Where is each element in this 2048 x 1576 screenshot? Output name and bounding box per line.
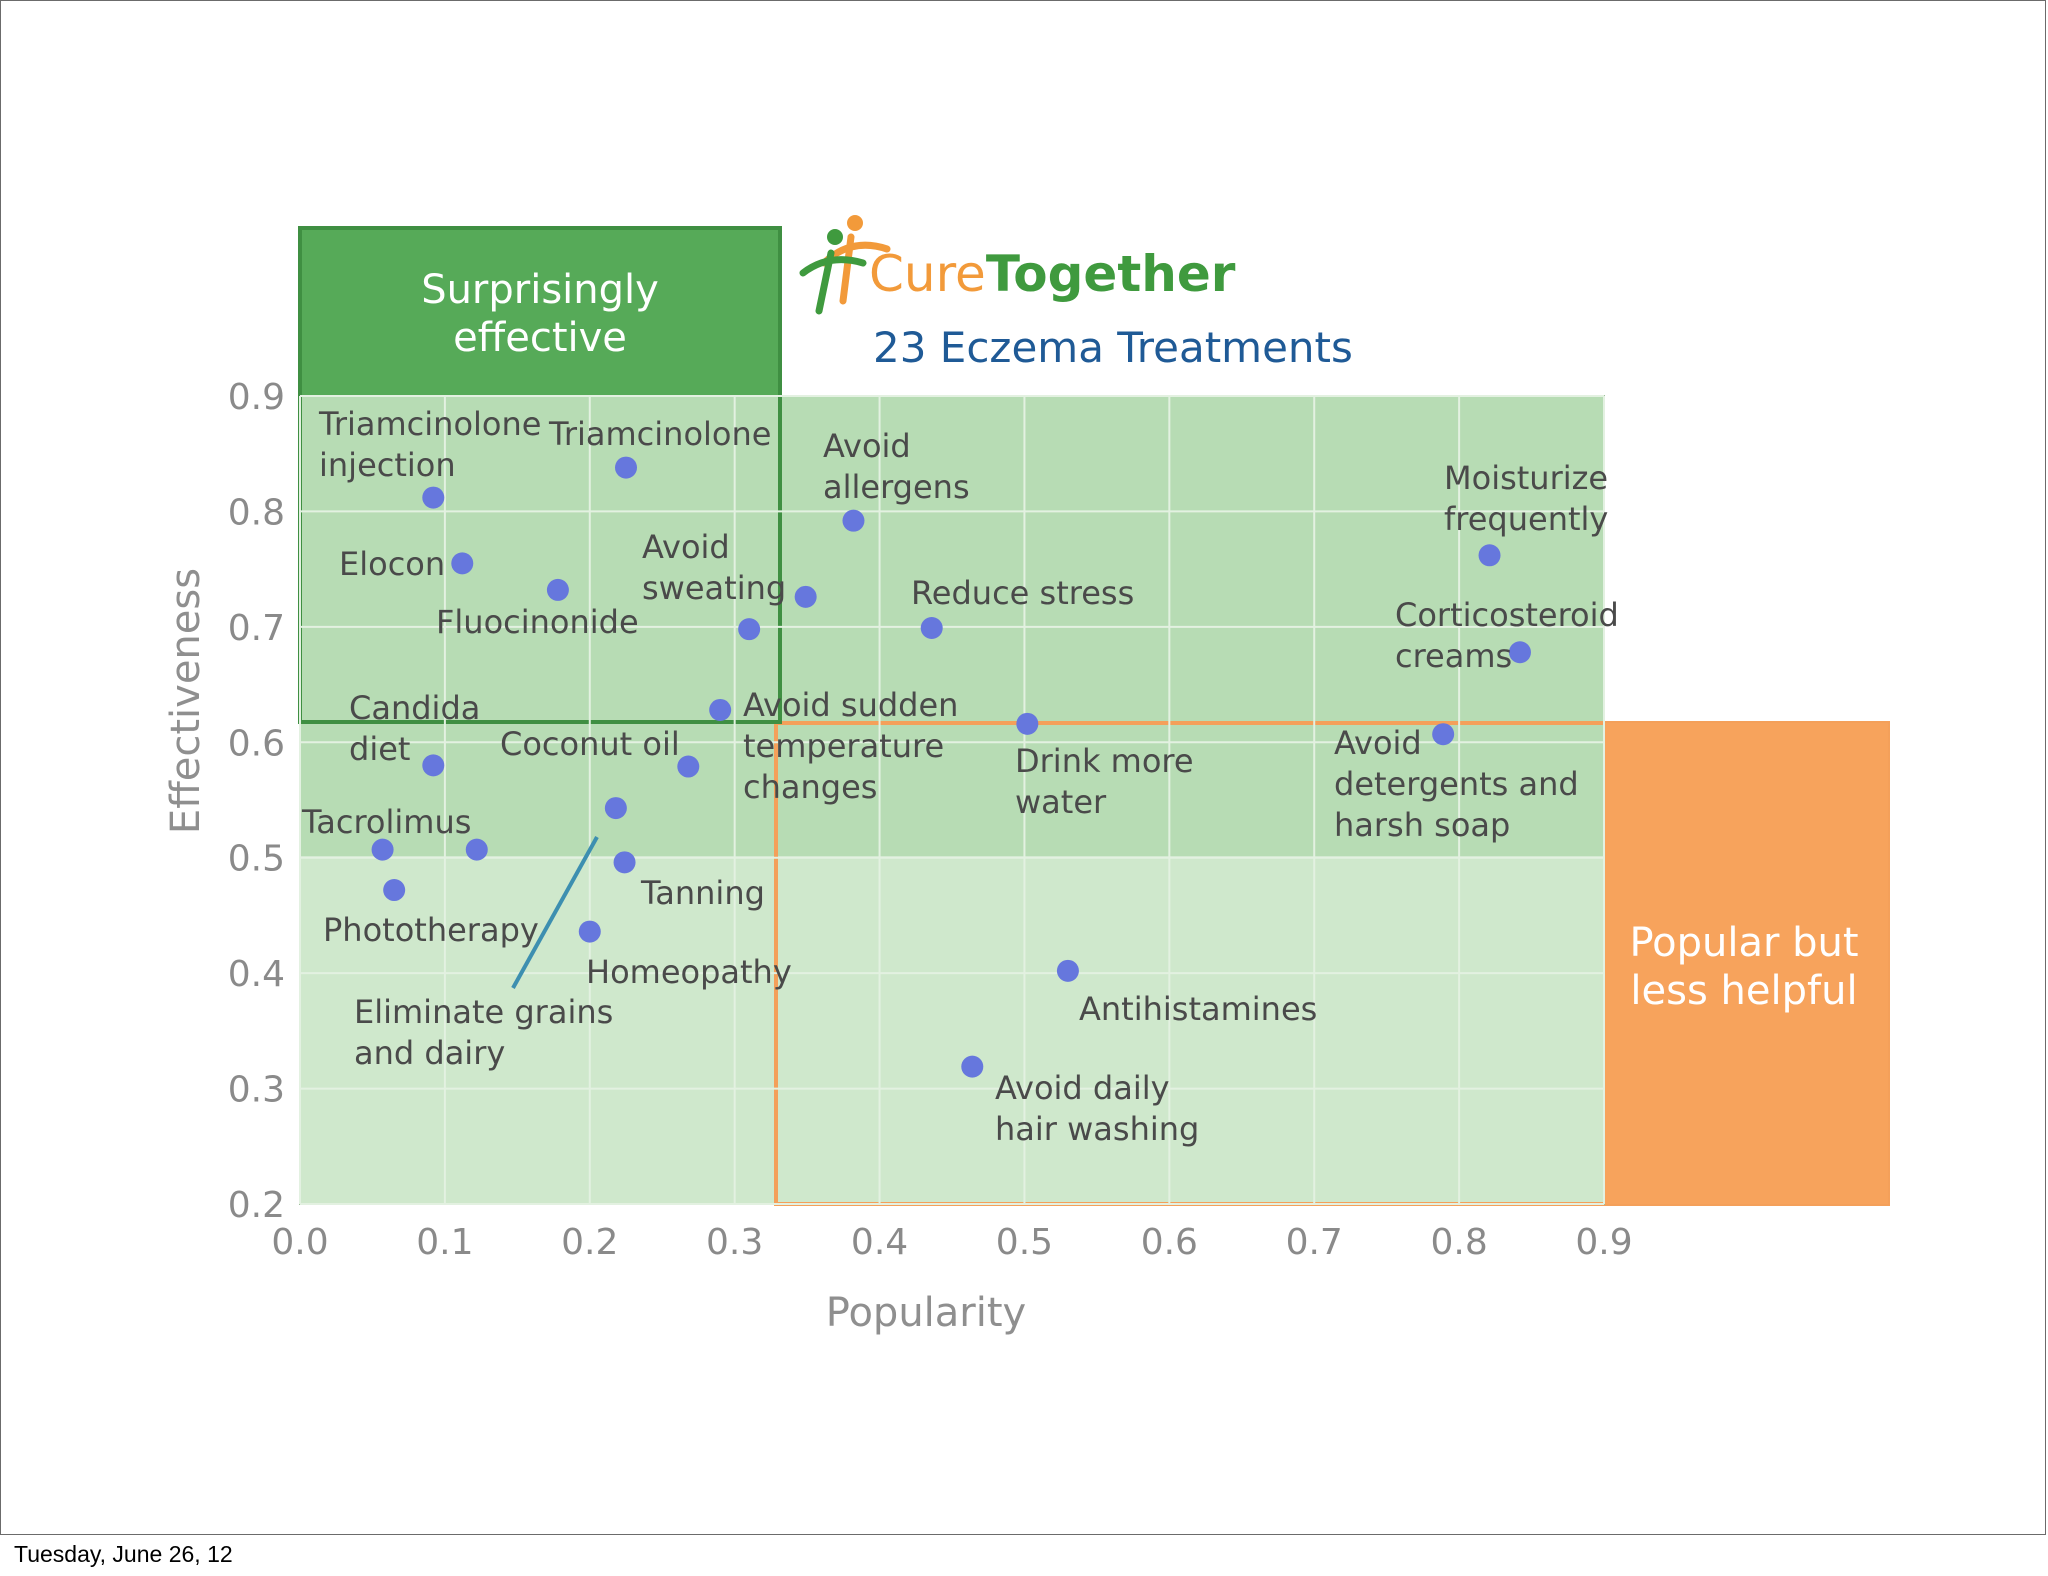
chart-regions (298, 226, 1890, 1206)
point-label: Moisturize frequently (1444, 459, 1608, 538)
point-label: Tacrolimus (301, 803, 471, 841)
point-label: Reduce stress (911, 574, 1134, 612)
x-tick-label: 0.3 (706, 1222, 763, 1263)
svg-text:Popular but: Popular but (1629, 920, 1858, 966)
person-icon (799, 215, 891, 315)
point-label: Homeopathy (586, 953, 792, 991)
x-tick-label: 0.9 (1575, 1222, 1632, 1263)
chart: 0.0 0.1 0.2 0.3 0.4 0.5 0.6 0.7 0.8 0.9 0.2 0.3 0.4… (163, 215, 1890, 1336)
data-point (794, 585, 817, 608)
x-tick-label: 0.1 (416, 1222, 473, 1263)
y-axis-title: Effectiveness (163, 568, 209, 834)
x-tick-label: 0.8 (1430, 1222, 1487, 1263)
svg-text:less helpful: less helpful (1630, 968, 1857, 1014)
data-point (920, 617, 943, 640)
point-label: Corticosteroid creams (1395, 596, 1619, 675)
data-point (1056, 959, 1079, 982)
point-label: Candida diet (349, 689, 480, 768)
data-point (371, 838, 394, 861)
region-popular-label: Popular but less helpful (1629, 920, 1858, 1014)
region-surprisingly-box (300, 228, 780, 396)
point-label: Triamcinolone (548, 415, 771, 453)
chart-grid (299, 395, 1605, 1205)
logo-wordmark: CureTogether (869, 245, 1236, 303)
x-axis-title: Popularity (826, 1290, 1026, 1336)
y-axis-ticks: 0.2 0.3 0.4 0.5 0.6 0.7 0.8 0.9 (228, 377, 285, 1226)
data-point (842, 509, 865, 532)
data-point (615, 456, 637, 479)
data-point (961, 1055, 984, 1078)
data-point (422, 754, 445, 777)
point-label: Tanning (640, 874, 765, 912)
data-point (383, 879, 406, 902)
point-label: Fluocinonide (436, 603, 639, 641)
x-tick-label: 0.2 (561, 1222, 618, 1263)
region-popular-label-box (1604, 723, 1888, 1204)
point-label: Coconut oil (500, 725, 680, 763)
point-label: Eliminate grains and dairy (354, 993, 613, 1072)
data-point (451, 552, 474, 575)
data-point (422, 486, 445, 509)
eliminate-grains-leader-line (511, 836, 599, 989)
point-label: Antihistamines (1079, 990, 1317, 1028)
data-point (1508, 641, 1531, 664)
data-point (738, 618, 761, 641)
svg-text:effective: effective (453, 315, 627, 361)
svg-text:Surprisingly: Surprisingly (421, 267, 659, 313)
slide-date: Tuesday, June 26, 12 (14, 1541, 233, 1567)
curetogether-logo: CureTogether (799, 215, 1236, 315)
point-label: Avoid allergens (823, 427, 970, 506)
x-tick-label: 0.4 (851, 1222, 908, 1263)
region-surprisingly-label: Surprisingly effective (421, 267, 659, 361)
data-point (546, 578, 569, 601)
data-point (465, 838, 488, 861)
x-tick-label: 0.6 (1141, 1222, 1198, 1263)
data-point (677, 755, 700, 778)
data-points (371, 456, 1531, 1078)
y-tick-label: 0.7 (228, 608, 285, 649)
data-point (613, 851, 636, 874)
slide-frame: 0.0 0.1 0.2 0.3 0.4 0.5 0.6 0.7 0.8 0.9 0.2 0.3 0.4… (0, 0, 2046, 1535)
y-tick-label: 0.6 (228, 723, 285, 764)
point-label: Triamcinolone injection (318, 405, 541, 484)
x-axis-ticks: 0.0 0.1 0.2 0.3 0.4 0.5 0.6 0.7 0.8 0.9 (271, 1222, 1632, 1263)
data-point (1478, 544, 1501, 567)
point-label: Avoid daily hair washing (995, 1069, 1199, 1148)
point-label: Phototherapy (323, 911, 539, 949)
data-point (1016, 712, 1039, 735)
data-point (604, 797, 627, 820)
data-point (709, 698, 732, 721)
x-tick-label: 0.5 (996, 1222, 1053, 1263)
y-tick-label: 0.9 (228, 377, 285, 418)
y-tick-label: 0.2 (228, 1185, 285, 1226)
y-tick-label: 0.5 (228, 839, 285, 880)
x-tick-label: 0.0 (271, 1222, 328, 1263)
y-tick-label: 0.8 (228, 492, 285, 533)
point-label: Avoid detergents and harsh soap (1334, 724, 1579, 844)
data-point (1432, 723, 1455, 746)
y-tick-label: 0.4 (228, 954, 285, 995)
point-label: Avoid sweating (642, 528, 786, 607)
data-point (578, 920, 601, 943)
chart-subtitle: 23 Eczema Treatments (873, 323, 1353, 372)
point-label: Elocon (339, 545, 445, 583)
point-label: Drink more water (1015, 742, 1194, 821)
x-tick-label: 0.7 (1286, 1222, 1343, 1263)
point-label: Avoid sudden temperature changes (743, 686, 958, 806)
y-tick-label: 0.3 (228, 1070, 285, 1111)
